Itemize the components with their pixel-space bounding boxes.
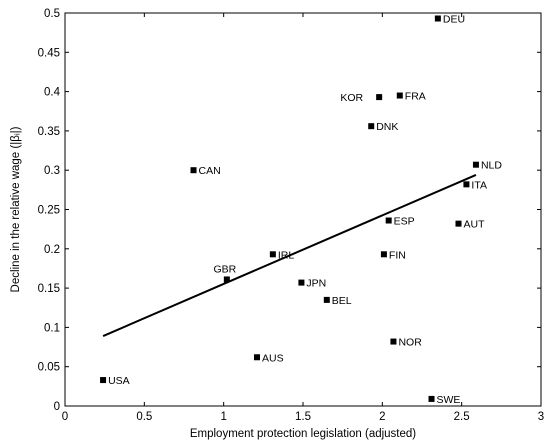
y-tick-label: 0.25 bbox=[38, 205, 60, 217]
point-label-can: CAN bbox=[199, 165, 221, 177]
point-label-nld: NLD bbox=[481, 160, 502, 172]
point-bel bbox=[323, 296, 330, 303]
y-tick-label: 0.05 bbox=[38, 362, 60, 374]
point-label-jpn: JPN bbox=[306, 278, 326, 290]
point-label-swe: SWE bbox=[437, 394, 461, 406]
point-label-kor: KOR bbox=[340, 92, 363, 104]
point-aut bbox=[455, 220, 462, 227]
point-nld bbox=[472, 161, 479, 168]
fit-line bbox=[102, 173, 477, 337]
point-kor bbox=[376, 94, 383, 101]
x-tick-label: 2.5 bbox=[454, 411, 470, 423]
point-label-aus: AUS bbox=[262, 352, 284, 364]
x-tick-label: 1.5 bbox=[295, 411, 311, 423]
point-nor bbox=[390, 338, 397, 345]
point-label-nor: NOR bbox=[398, 337, 422, 349]
y-tick-label: 0 bbox=[54, 401, 60, 413]
x-axis-label: Employment protection legislation (adjus… bbox=[190, 428, 416, 440]
point-can bbox=[190, 167, 197, 174]
x-tick-label: 3 bbox=[538, 411, 544, 423]
point-label-fra: FRA bbox=[405, 91, 426, 103]
x-tick-label: 2 bbox=[379, 411, 385, 423]
point-label-irl: IRL bbox=[278, 249, 295, 261]
y-tick-label: 0.1 bbox=[44, 322, 60, 334]
y-tick-label: 0.5 bbox=[44, 8, 60, 20]
point-aus bbox=[253, 354, 260, 361]
point-label-usa: USA bbox=[108, 375, 130, 387]
x-tick-label: 1 bbox=[220, 411, 226, 423]
point-dnk bbox=[368, 123, 375, 130]
point-label-deu: DEU bbox=[443, 14, 465, 26]
point-label-ita: ITA bbox=[471, 179, 487, 191]
y-tick-label: 0.4 bbox=[44, 87, 61, 99]
y-tick-label: 0.45 bbox=[38, 47, 60, 59]
axis-ticks: 0 0.5 1 1.5 2 2.5 3 0 0.05 0.1 0.15 0.2 0.25 0.3 0.35 0… bbox=[38, 8, 544, 423]
y-tick-label: 0.15 bbox=[38, 283, 60, 295]
point-label-bel: BEL bbox=[332, 295, 352, 307]
point-label-aut: AUT bbox=[463, 219, 485, 231]
point-swe bbox=[428, 395, 435, 402]
point-irl bbox=[269, 251, 276, 258]
point-label-gbr: GBR bbox=[213, 263, 236, 275]
point-usa bbox=[100, 377, 107, 384]
point-fin bbox=[380, 251, 387, 258]
y-tick-label: 0.2 bbox=[44, 244, 60, 256]
point-fra bbox=[396, 92, 403, 99]
fit-line-group bbox=[102, 173, 477, 337]
y-tick-label: 0.3 bbox=[44, 165, 60, 177]
point-deu bbox=[434, 15, 441, 22]
point-label-fin: FIN bbox=[389, 249, 406, 261]
point-gbr bbox=[223, 276, 230, 283]
y-axis-label: Decline in the relative wage (|βᵢ|) bbox=[10, 126, 22, 292]
y-tick-label: 0.35 bbox=[38, 126, 60, 138]
point-ita bbox=[463, 181, 470, 188]
point-label-esp: ESP bbox=[394, 216, 415, 228]
data-points: DEU KOR FRA DNK CAN NLD ITA ESP AUT IRL FIN GBR JPN B… bbox=[100, 14, 502, 406]
point-label-dnk: DNK bbox=[376, 121, 398, 133]
point-jpn bbox=[298, 279, 305, 286]
plot-area bbox=[64, 12, 542, 407]
x-tick-label: 0 bbox=[62, 411, 68, 423]
x-tick-label: 0.5 bbox=[136, 411, 152, 423]
point-esp bbox=[385, 217, 392, 224]
